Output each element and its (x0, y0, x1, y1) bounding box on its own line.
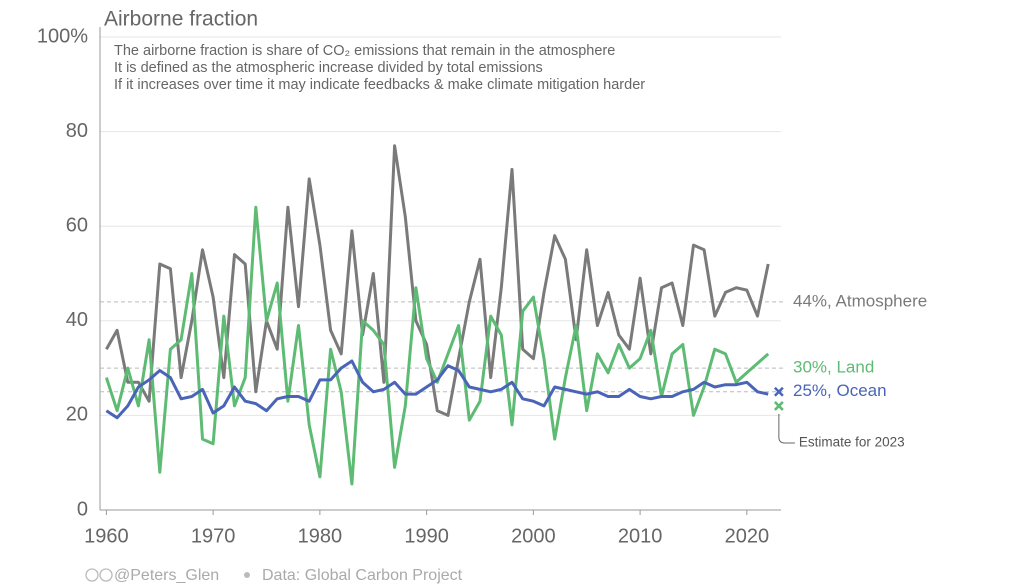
y-tick-label: 20 (66, 404, 88, 426)
x-tick-label: 1960 (84, 525, 129, 547)
x-tick-label: 1980 (298, 525, 343, 547)
x-tick-label: 2020 (725, 525, 770, 547)
estimate-stroke (773, 401, 784, 411)
subtitle-line: The airborne fraction is share of CO₂ em… (114, 43, 615, 59)
estimate-stroke (773, 386, 784, 397)
footer-handle: @Peters_Glen (114, 567, 219, 584)
annotation-connector (778, 413, 795, 444)
series-line (104, 205, 770, 486)
chart-title: Airborne fraction (104, 8, 258, 31)
series-line (105, 144, 770, 417)
subtitle-line: It is defined as the atmospheric increas… (114, 60, 543, 76)
estimate-marker (773, 401, 784, 411)
y-tick-label: 80 (66, 120, 88, 142)
series-label: 30%, Land (793, 358, 874, 377)
x-tick-label: 1990 (404, 525, 449, 547)
y-tick-label: 40 (66, 309, 88, 331)
y-tick-label: 60 (66, 214, 88, 236)
series-line (105, 359, 769, 420)
x-tick-label: 1970 (191, 525, 236, 547)
series-label: 25%, Ocean (793, 381, 887, 400)
x-tick-label: 2010 (618, 525, 663, 547)
cc-icons (85, 568, 113, 582)
footer-source: Data: Global Carbon Project (262, 567, 463, 584)
x-tick-label: 2000 (511, 525, 556, 547)
y-tick-label: 0 (77, 498, 88, 520)
series-label: 44%, Atmosphere (793, 291, 927, 310)
footer-separator (244, 572, 250, 578)
y-tick-label: 100% (37, 25, 88, 47)
subtitle-line: If it increases over time it may indicat… (114, 77, 645, 93)
annotation: Estimate for 2023 (799, 435, 905, 450)
estimate-marker (773, 386, 784, 397)
